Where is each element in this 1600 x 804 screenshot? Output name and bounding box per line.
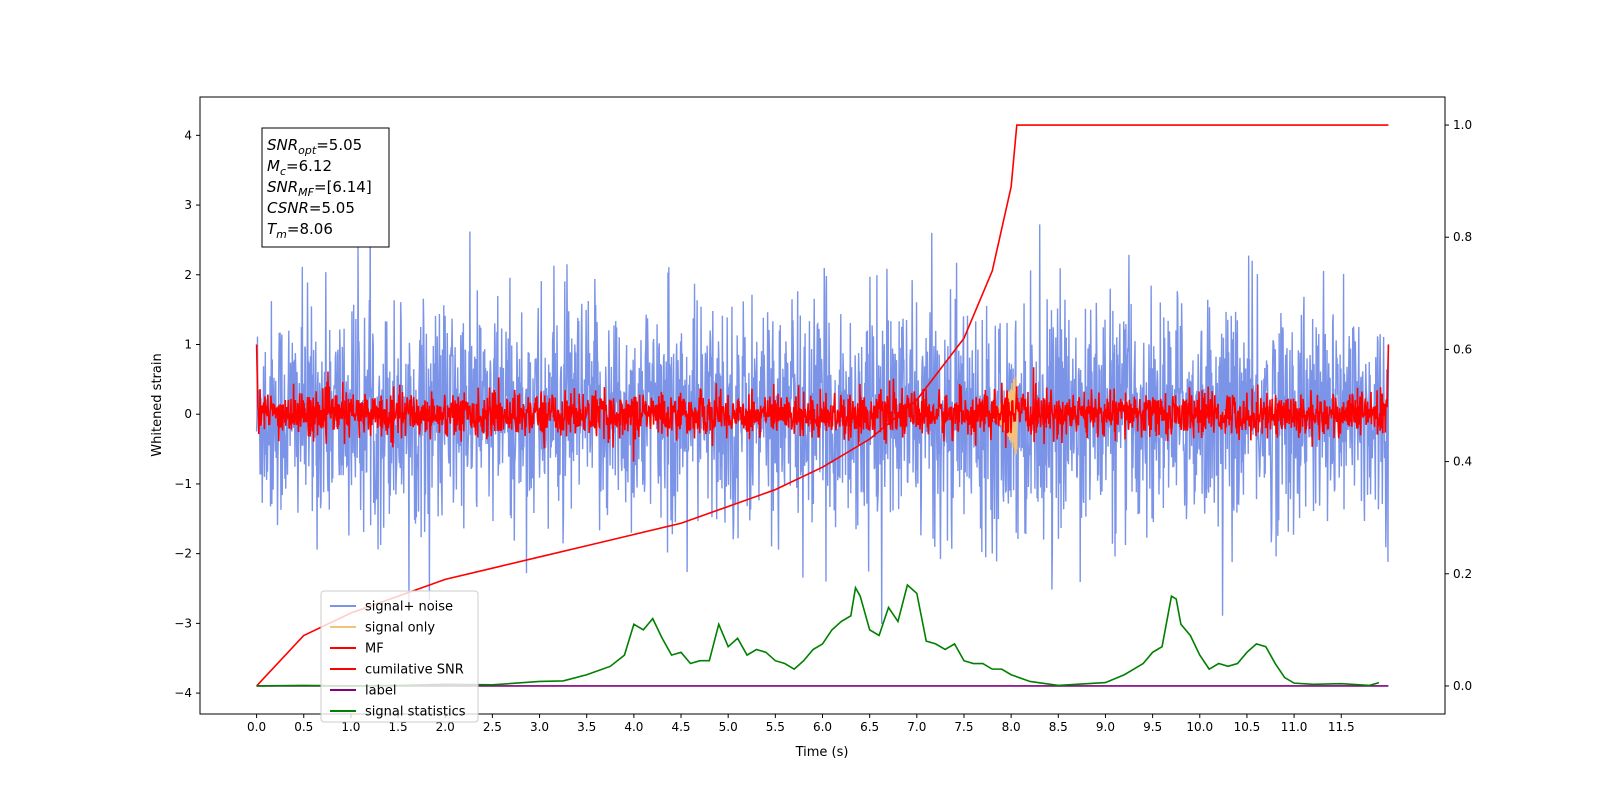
y2-tick-label: 1.0 xyxy=(1453,118,1472,132)
x-tick-label: 10.5 xyxy=(1234,720,1261,734)
y2-tick-label: 0.4 xyxy=(1453,455,1472,469)
signal-statistics-line xyxy=(256,583,1380,687)
annotation-box: SNRopt=5.05Mc=6.12SNRMF=[6.14]CSNR=5.05T… xyxy=(261,127,390,248)
annotation-value: =[6.14] xyxy=(314,178,372,196)
x-tick-label: 4.0 xyxy=(624,720,643,734)
x-tick-label: 2.0 xyxy=(436,720,455,734)
y2-axis-ticks: 1.0 0.8 0.6 0.4 0.2 0.0 xyxy=(1445,118,1472,693)
annotation-line: SNRMF=[6.14] xyxy=(267,178,372,199)
x-tick-label: 4.5 xyxy=(671,720,690,734)
x-tick-label: 5.5 xyxy=(766,720,785,734)
y2-tick-label: 0.8 xyxy=(1453,230,1472,244)
y-tick-label: −1 xyxy=(174,477,192,491)
y-tick-label: 2 xyxy=(184,268,192,282)
x-tick-label: 3.5 xyxy=(577,720,596,734)
annotation-symbol: T xyxy=(267,220,278,238)
x-tick-label: 9.5 xyxy=(1143,720,1162,734)
mf-series xyxy=(255,344,1390,462)
annotation-line: SNRopt=5.05 xyxy=(267,136,362,157)
annotation-symbol: CSNR xyxy=(267,199,309,217)
x-tick-label: 6.5 xyxy=(860,720,879,734)
x-tick-label: 1.0 xyxy=(341,720,360,734)
x-tick-label: 8.5 xyxy=(1049,720,1068,734)
annotation-subscript: MF xyxy=(298,186,314,199)
y-axis-label: Whitened strain xyxy=(150,353,165,456)
y2-tick-label: 0.0 xyxy=(1453,679,1472,693)
x-tick-label: 6.0 xyxy=(813,720,832,734)
x-axis-label: Time (s) xyxy=(795,745,849,760)
annotation-symbol: SNR xyxy=(267,136,298,154)
x-tick-label: 0.5 xyxy=(294,720,313,734)
x-tick-label: 7.0 xyxy=(907,720,926,734)
annotation-symbol: M xyxy=(267,157,280,175)
x-tick-label: 10.0 xyxy=(1186,720,1213,734)
x-tick-label: 5.0 xyxy=(719,720,738,734)
y-tick-label: −3 xyxy=(174,616,192,630)
x-tick-label: 1.5 xyxy=(389,720,408,734)
legend-label: signal only xyxy=(365,621,435,636)
y-tick-label: −4 xyxy=(174,686,192,700)
annotation-frame xyxy=(261,127,390,248)
mf-line xyxy=(255,344,1390,462)
legend-label: signal statistics xyxy=(365,705,466,720)
y-axis-ticks: 4 3 2 1 0 −1 −2 −3 −4 xyxy=(174,128,200,700)
annotation-value: =5.05 xyxy=(316,136,362,154)
y-tick-label: −2 xyxy=(174,547,192,561)
x-tick-label: 2.5 xyxy=(483,720,502,734)
x-tick-label: 3.0 xyxy=(530,720,549,734)
signal-noise-line xyxy=(255,201,1390,624)
x-tick-label: 11.5 xyxy=(1328,720,1355,734)
x-tick-label: 7.5 xyxy=(954,720,973,734)
annotation-subscript: m xyxy=(276,228,287,241)
y-tick-label: 1 xyxy=(184,337,192,351)
annotation-line: Tm=8.06 xyxy=(267,220,333,241)
x-tick-label: 9.0 xyxy=(1096,720,1115,734)
annotation-line: Mc=6.12 xyxy=(267,157,332,178)
legend-label: signal+ noise xyxy=(365,600,453,615)
legend-label: label xyxy=(365,684,396,699)
signal-noise-series xyxy=(255,201,1390,624)
y-tick-label: 3 xyxy=(184,198,192,212)
legend-label: cumilative SNR xyxy=(365,663,464,678)
annotation-subscript: c xyxy=(280,165,286,178)
legend: signal+ noise signal only MF cumilative SNR… xyxy=(320,590,479,723)
y2-tick-label: 0.6 xyxy=(1453,342,1472,356)
annotation-value: =5.05 xyxy=(309,199,355,217)
x-axis-ticks: 0.0 0.5 1.0 1.5 2.0 2.5 3.0 3.5 4.0 4.5 5.0 5.5 6.0 6… xyxy=(247,714,1355,734)
annotation-line: CSNR=5.05 xyxy=(267,199,355,217)
annotation-value: =8.06 xyxy=(287,220,333,238)
legend-label: MF xyxy=(365,642,384,657)
annotation-value: =6.12 xyxy=(286,157,332,175)
x-tick-label: 11.0 xyxy=(1281,720,1308,734)
y2-tick-label: 0.2 xyxy=(1453,567,1472,581)
annotation-symbol: SNR xyxy=(267,178,298,196)
y-tick-label: 4 xyxy=(184,128,192,142)
y-tick-label: 0 xyxy=(184,407,192,421)
annotation-subscript: opt xyxy=(298,144,317,157)
x-tick-label: 0.0 xyxy=(247,720,266,734)
x-tick-label: 8.0 xyxy=(1002,720,1021,734)
legend-frame xyxy=(320,590,479,723)
